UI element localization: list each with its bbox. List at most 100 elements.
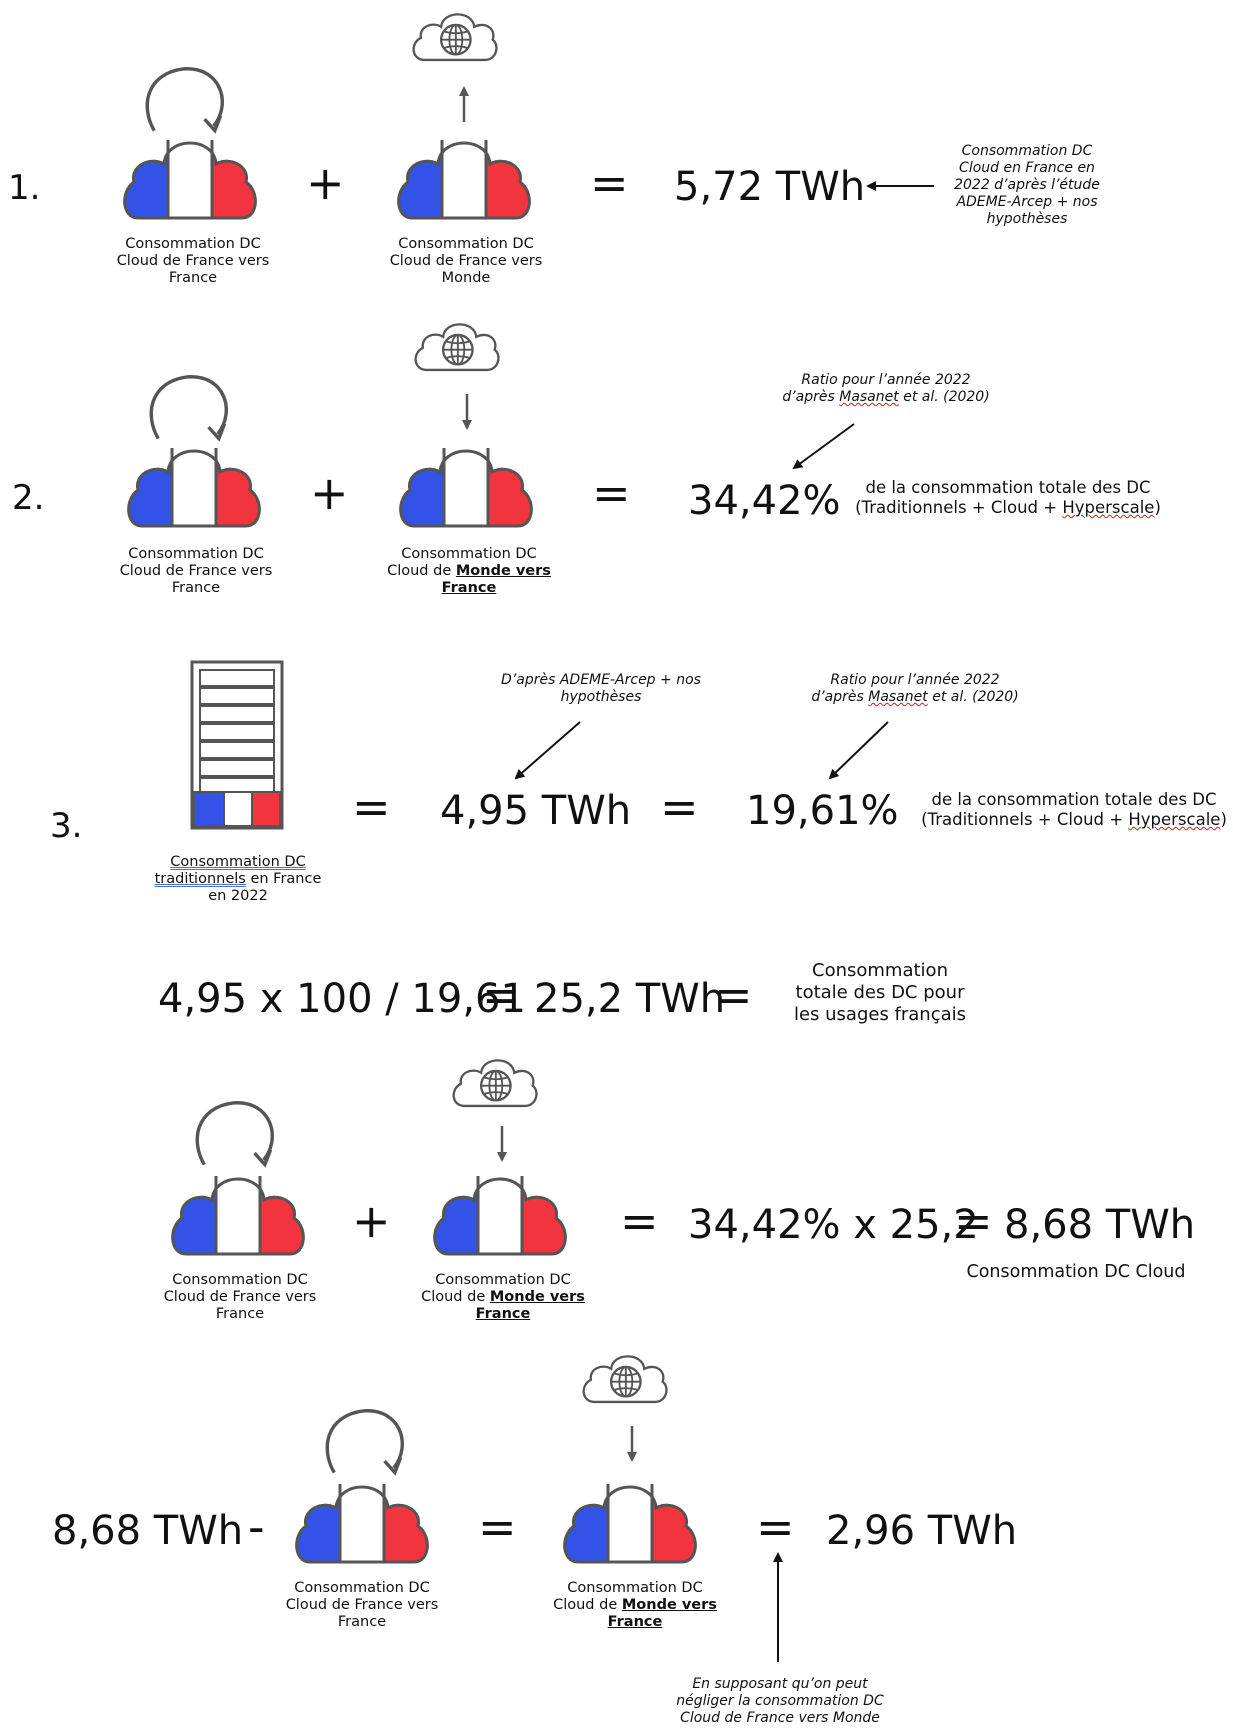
equals-sign: = [954, 1194, 993, 1248]
step-4-right-caption: Consommation DC Cloud de Monde vers Fran… [408, 1272, 598, 1323]
total-description: Consommation totale des DC pour les usag… [770, 960, 990, 1026]
caption-line: Monde [441, 270, 491, 286]
arrow-up-icon [773, 1552, 783, 1662]
caption-line: Cloud de France vers [163, 1289, 317, 1305]
caption-line: France [168, 270, 218, 286]
plus-sign: + [352, 1194, 391, 1248]
caption-line: France [215, 1306, 265, 1322]
note-line: Ratio pour l’année 2022 [801, 372, 971, 388]
equals-sign: = [352, 780, 391, 834]
arrow-down-icon [462, 394, 472, 430]
step-3-server-caption: Consommation DC traditionnels en France … [138, 854, 338, 905]
note-text: d’après [811, 689, 869, 705]
caption-underlined-text: traditionnels [154, 871, 246, 887]
equals-sign: = [478, 1500, 517, 1554]
france-cloud-icon [430, 1162, 570, 1262]
step-3-right-note: Ratio pour l’année 2022 d’après Masanet … [800, 672, 1030, 706]
desc-spellcheck-text: Hyperscale [1062, 498, 1155, 517]
note-line: hypothèses [560, 689, 642, 705]
step-3-percent-value: 19,61% [746, 788, 899, 834]
caption-line: Consommation DC [401, 546, 537, 562]
france-cloud-icon [124, 434, 264, 534]
step-2-note: Ratio pour l’année 2022 d’après Masanet … [766, 372, 1006, 406]
france-cloud-icon [560, 1470, 700, 1570]
caption-line: Consommation DC [435, 1272, 571, 1288]
globe-cloud-icon [582, 1355, 668, 1404]
caption-line: Cloud de France vers [116, 253, 270, 269]
caption-line: Cloud de France vers [119, 563, 273, 579]
desc-text: (Traditionnels + Cloud + [855, 498, 1063, 517]
step-2-left-caption: Consommation DC Cloud de France vers Fra… [101, 546, 291, 597]
desc-line: de la consommation totale des DC [931, 790, 1217, 809]
caption-line: France [408, 1306, 598, 1323]
step-3-twh-value: 4,95 TWh [440, 788, 632, 834]
caption-text: en France [245, 871, 322, 887]
france-cloud-icon [394, 126, 534, 226]
globe-cloud-icon [414, 323, 500, 372]
plus-sign: + [306, 156, 345, 210]
caption-line: Consommation DC [567, 1580, 703, 1596]
step-2-result: 34,42% [688, 478, 841, 524]
total-formula: 4,95 x 100 / 19,61 [158, 976, 526, 1022]
caption-line: Consommation DC [138, 854, 338, 871]
step-5-note: En supposant qu’on peut négliger la cons… [660, 1676, 900, 1727]
caption-line: France [374, 580, 564, 597]
note-line: d’après Masanet et al. (2020) [800, 689, 1030, 706]
step-3-number: 3. [50, 806, 83, 846]
france-cloud-icon [292, 1470, 432, 1570]
arrow-up-icon [459, 86, 469, 122]
step-2-number: 2. [12, 478, 45, 518]
caption-line: France [337, 1614, 387, 1630]
caption-line: Consommation DC [294, 1580, 430, 1596]
server-rack-icon [190, 660, 284, 830]
equals-sign: = [592, 466, 631, 520]
caption-line: Cloud de Monde vers [374, 563, 564, 580]
note-spellcheck-text: Masanet [839, 389, 899, 405]
note-text: et al. (2020) [898, 389, 990, 405]
desc-text: ) [1220, 810, 1227, 829]
france-cloud-icon [168, 1162, 308, 1262]
caption-underlined-text: Monde vers [489, 1289, 585, 1305]
step-4-result: 8,68 TWh [1004, 1202, 1196, 1248]
minus-sign: - [248, 1500, 265, 1554]
step-5-result: 2,96 TWh [826, 1508, 1018, 1554]
caption-line: Cloud de Monde vers [408, 1289, 598, 1306]
equals-sign: = [660, 780, 699, 834]
step-2-right-caption: Consommation DC Cloud de Monde vers Fran… [374, 546, 564, 597]
note-text: d’après [782, 389, 840, 405]
equals-sign: = [482, 968, 521, 1022]
caption-line: Cloud de France vers [389, 253, 543, 269]
caption-text: Cloud de [553, 1597, 622, 1613]
step-4-formula: 34,42% x 25,2 [688, 1202, 979, 1248]
note-line: Consommation DC [961, 143, 1093, 159]
step-4-left-caption: Consommation DC Cloud de France vers Fra… [145, 1272, 335, 1323]
caption-underlined-text: France [475, 1306, 531, 1322]
step-1-left-caption: Consommation DC Cloud de France vers Fra… [98, 236, 288, 287]
caption-text: Cloud de [387, 563, 456, 579]
plus-sign: + [310, 466, 349, 520]
equals-sign: = [620, 1194, 659, 1248]
step-1-right-caption: Consommation DC Cloud de France vers Mon… [371, 236, 561, 287]
caption-underlined-text: Monde vers [455, 563, 551, 579]
caption-line: Consommation DC [172, 1272, 308, 1288]
note-line: 2022 d’après l’étude [954, 177, 1100, 193]
desc-text: ) [1154, 498, 1161, 517]
desc-line: totale des DC pour [795, 982, 965, 1003]
equals-sign: = [714, 968, 753, 1022]
caption-line: Cloud de France vers [285, 1597, 439, 1613]
caption-line: Consommation DC [398, 236, 534, 252]
arrow-down-icon [627, 1426, 637, 1462]
step-5-right-caption: Consommation DC Cloud de Monde vers Fran… [540, 1580, 730, 1631]
desc-line: (Traditionnels + Cloud + Hyperscale) [848, 498, 1168, 518]
caption-text: Cloud de [421, 1289, 490, 1305]
desc-line: Consommation [812, 960, 948, 981]
note-spellcheck-text: Masanet [868, 689, 928, 705]
arrow-left-icon [866, 181, 934, 191]
step-2-description: de la consommation totale des DC (Tradit… [848, 478, 1168, 518]
equals-sign: = [590, 156, 629, 210]
caption-underlined-text: Monde vers [621, 1597, 717, 1613]
note-text: et al. (2020) [927, 689, 1019, 705]
note-line: Ratio pour l’année 2022 [830, 672, 1000, 688]
caption-underlined-text: Consommation DC [170, 854, 306, 870]
caption-line: Consommation DC [128, 546, 264, 562]
